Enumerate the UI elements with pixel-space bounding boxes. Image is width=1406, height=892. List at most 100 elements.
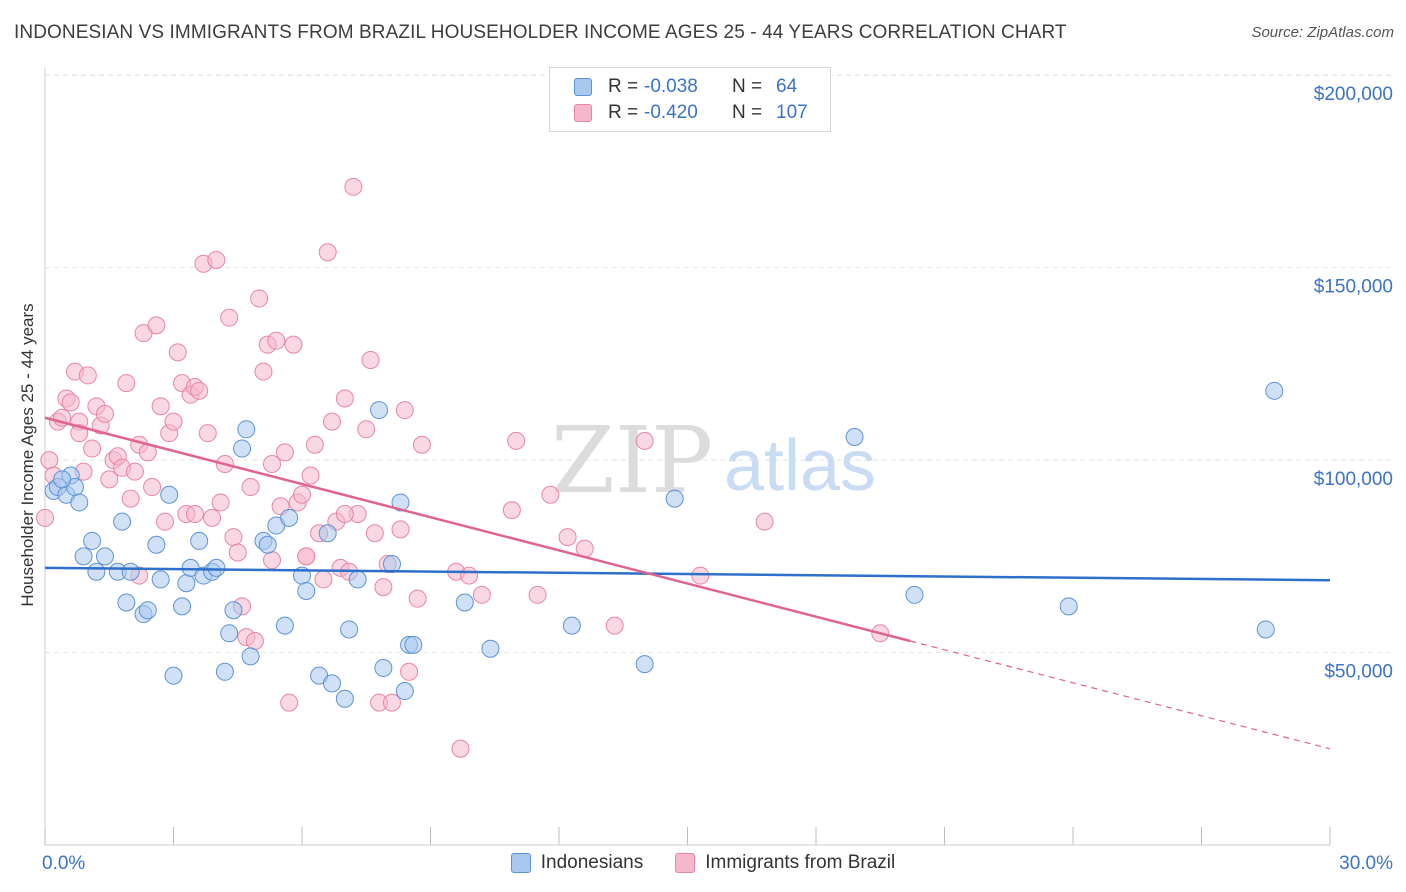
data-point-brazil (335, 389, 354, 408)
legend-swatch-brazil (675, 853, 696, 873)
data-point-brazil (267, 331, 286, 350)
y-tick-label: $200,000 (1314, 84, 1393, 105)
data-point-indonesians (1059, 597, 1078, 616)
trend-line-brazil (44, 416, 911, 643)
legend-item-brazil[interactable]: Immigrants from Brazil (675, 852, 895, 874)
legend-swatch-indonesians (510, 853, 531, 873)
data-point-indonesians (87, 562, 106, 581)
data-point-brazil (224, 528, 243, 547)
data-point-brazil (143, 478, 162, 497)
data-point-indonesians (147, 535, 166, 554)
data-point-brazil (155, 512, 174, 531)
data-point-indonesians (318, 524, 337, 543)
data-point-brazil (528, 585, 547, 604)
data-point-indonesians (177, 574, 196, 593)
legend-row-brazil: R = -0.420 N = 107 (574, 101, 808, 125)
data-point-brazil (361, 351, 380, 370)
data-point-indonesians (190, 531, 209, 550)
legend-n-value: 64 (776, 76, 798, 97)
watermark-zip: ZIP (551, 407, 713, 514)
data-point-indonesians (845, 428, 864, 447)
legend-item-indonesians[interactable]: Indonesians (510, 852, 643, 874)
data-point-indonesians (335, 689, 354, 708)
data-point-indonesians (160, 485, 179, 504)
data-point-indonesians (275, 616, 294, 635)
legend-label-brazil: Immigrants from Brazil (705, 852, 896, 873)
data-point-indonesians (374, 658, 393, 677)
legend-swatch-blue (574, 78, 592, 96)
data-point-brazil (318, 243, 337, 262)
trend-lines (44, 416, 1331, 750)
data-point-brazil (36, 508, 54, 527)
legend-swatch-pink (574, 104, 592, 122)
data-point-brazil (335, 504, 354, 523)
data-point-indonesians (382, 555, 401, 574)
data-point-brazil (314, 570, 333, 589)
legend-r-value: -0.420 (644, 102, 698, 123)
data-point-brazil (254, 362, 273, 381)
data-point-brazil (305, 435, 324, 454)
data-point-indonesians (562, 616, 581, 635)
data-point-brazil (297, 547, 316, 566)
data-point-brazil (185, 504, 204, 523)
data-point-brazil (61, 393, 80, 412)
data-point-brazil (382, 693, 401, 712)
data-point-brazil (147, 316, 166, 335)
data-point-brazil (198, 424, 217, 443)
data-point-indonesians (220, 624, 239, 643)
data-point-indonesians (340, 620, 359, 639)
data-point-indonesians (665, 489, 684, 508)
data-point-indonesians (237, 420, 256, 439)
tick-labels: $50,000 $100,000 $150,000 $200,000 0.0% 30.0% (42, 84, 1393, 874)
data-point-indonesians (455, 593, 474, 612)
source-label: Source: ZipAtlas.com (1251, 24, 1394, 41)
data-point-indonesians (151, 570, 170, 589)
data-point-brazil (203, 508, 222, 527)
data-point-indonesians (1265, 381, 1284, 400)
data-point-indonesians (404, 635, 423, 654)
y-tick-label: $50,000 (1324, 662, 1393, 683)
y-axis-label: Householder Income Ages 25 - 44 years (18, 303, 37, 607)
data-point-brazil (168, 343, 187, 362)
data-point-indonesians (905, 585, 924, 604)
data-point-brazil (395, 401, 414, 420)
trend-line-brazil-extension (910, 640, 1331, 750)
data-point-brazil (400, 662, 419, 681)
correlation-legend: R = -0.038 N = 64 R = -0.420 N = 107 (549, 67, 831, 132)
data-point-brazil (691, 566, 710, 585)
legend-r-label: R = (608, 102, 639, 123)
legend-r-label: R = (608, 76, 639, 97)
data-point-indonesians (233, 439, 252, 458)
data-point-brazil (211, 493, 230, 512)
data-point-brazil (190, 381, 209, 400)
data-point-brazil (220, 308, 239, 327)
y-tick-label: $100,000 (1314, 469, 1393, 490)
legend-n-label: N = (732, 76, 763, 97)
data-point-brazil (284, 335, 303, 354)
data-point-brazil (472, 585, 491, 604)
data-point-brazil (280, 693, 299, 712)
data-point-brazil (541, 485, 560, 504)
data-point-brazil (408, 589, 427, 608)
data-point-indonesians (215, 662, 234, 681)
data-point-indonesians (322, 674, 341, 693)
data-point-indonesians (297, 581, 316, 600)
data-point-brazil (293, 485, 311, 504)
data-point-indonesians (117, 593, 136, 612)
data-point-brazil (83, 439, 102, 458)
data-point-indonesians (83, 531, 102, 550)
legend-row-indonesians: R = -0.038 N = 64 (574, 75, 797, 99)
data-point-indonesians (207, 558, 226, 577)
data-point-brazil (451, 739, 470, 758)
data-point-indonesians (391, 493, 410, 512)
data-point-brazil (635, 431, 654, 450)
series-indonesians (44, 381, 1284, 708)
data-point-brazil (391, 520, 410, 539)
data-point-brazil (322, 412, 341, 431)
data-point-brazil (151, 397, 170, 416)
data-point-brazil (241, 478, 260, 497)
trend-line-indonesians (44, 566, 1331, 582)
data-point-brazil (605, 616, 624, 635)
data-point-indonesians (635, 655, 654, 674)
data-point-brazil (263, 454, 282, 473)
